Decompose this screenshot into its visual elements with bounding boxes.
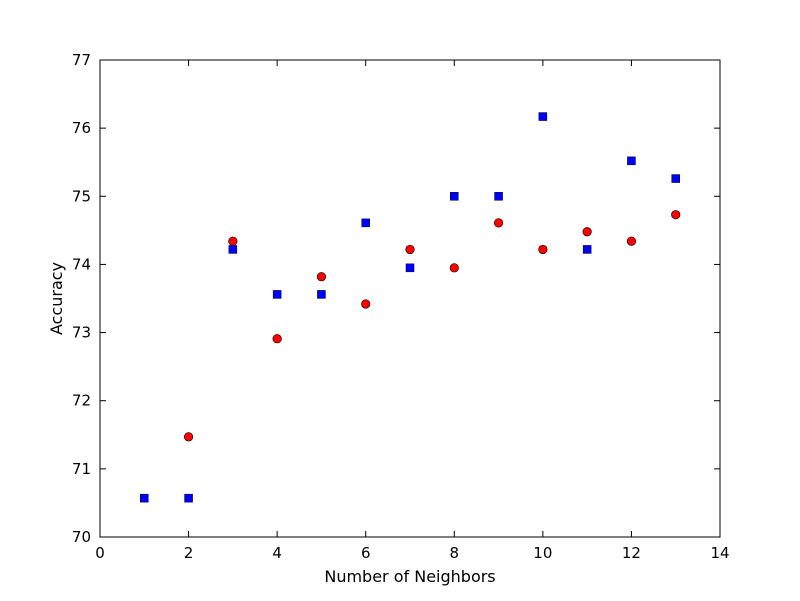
square-point: [627, 156, 636, 166]
circle-point: [582, 227, 592, 237]
plot-frame: [99, 59, 721, 538]
y-tick-label: 71: [72, 460, 91, 478]
y-tick-label: 75: [72, 187, 91, 205]
circle-point: [316, 272, 327, 282]
circle-point: [405, 244, 415, 255]
x-tick-label: 14: [710, 544, 729, 562]
y-tick-label: 76: [72, 119, 91, 137]
square-point: [140, 493, 149, 503]
x-tick-label: 10: [533, 544, 552, 562]
x-axis-label: Number of Neighbors: [324, 567, 495, 586]
x-tick-label: 4: [272, 544, 282, 562]
y-tick-label: 70: [72, 528, 91, 546]
x-tick-label: 2: [184, 544, 194, 562]
square-point: [538, 112, 548, 121]
x-tick-label: 12: [622, 544, 641, 562]
plot-area: [99, 59, 721, 538]
series-1-points: [140, 112, 680, 503]
circle-point: [228, 236, 238, 246]
y-tick-label: 74: [72, 255, 91, 273]
circle-point: [272, 334, 282, 344]
square-point: [450, 192, 459, 201]
square-point: [405, 263, 415, 273]
circle-point: [671, 210, 681, 220]
square-point: [184, 493, 193, 503]
circle-point: [493, 218, 504, 228]
x-tick-label: 6: [361, 544, 371, 562]
square-point: [582, 245, 592, 254]
y-tick-label: 72: [72, 392, 91, 410]
data-points: [140, 112, 681, 503]
y-tick-label: 77: [72, 51, 91, 69]
circle-point: [361, 299, 371, 309]
circle-point: [449, 263, 459, 273]
square-point: [272, 290, 282, 299]
circle-point: [626, 236, 637, 246]
x-tick-label: 0: [95, 544, 105, 562]
x-axis-ticks: 0 2 4 6 8 10 12 14: [95, 60, 730, 562]
series-0-points: [183, 210, 681, 442]
y-axis-label: Accuracy: [47, 262, 66, 335]
x-tick-label: 8: [450, 544, 460, 562]
square-point: [361, 218, 370, 228]
square-point: [317, 290, 326, 299]
circle-point: [183, 432, 194, 442]
circle-point: [538, 244, 548, 255]
y-axis-ticks: 70 71 72 73 74 75 76 77: [72, 51, 720, 546]
square-point: [494, 192, 503, 201]
y-tick-label: 73: [72, 324, 91, 342]
square-point: [671, 174, 680, 183]
square-point: [228, 245, 238, 254]
